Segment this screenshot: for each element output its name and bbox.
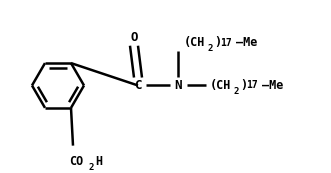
Text: 2: 2: [208, 44, 213, 53]
Text: (CH: (CH: [210, 79, 231, 92]
Text: (CH: (CH: [184, 36, 205, 49]
Text: 2: 2: [89, 163, 94, 172]
Text: C: C: [134, 79, 142, 92]
Text: 17: 17: [246, 80, 258, 90]
Text: O: O: [130, 31, 138, 44]
Text: CO: CO: [69, 155, 83, 168]
Text: ): ): [240, 79, 247, 92]
Text: H: H: [95, 155, 102, 168]
Text: —Me: —Me: [236, 36, 258, 49]
Text: 17: 17: [220, 38, 232, 48]
Text: ): ): [214, 36, 221, 49]
Text: 2: 2: [234, 87, 239, 96]
Text: N: N: [174, 79, 182, 92]
Text: —Me: —Me: [262, 79, 283, 92]
